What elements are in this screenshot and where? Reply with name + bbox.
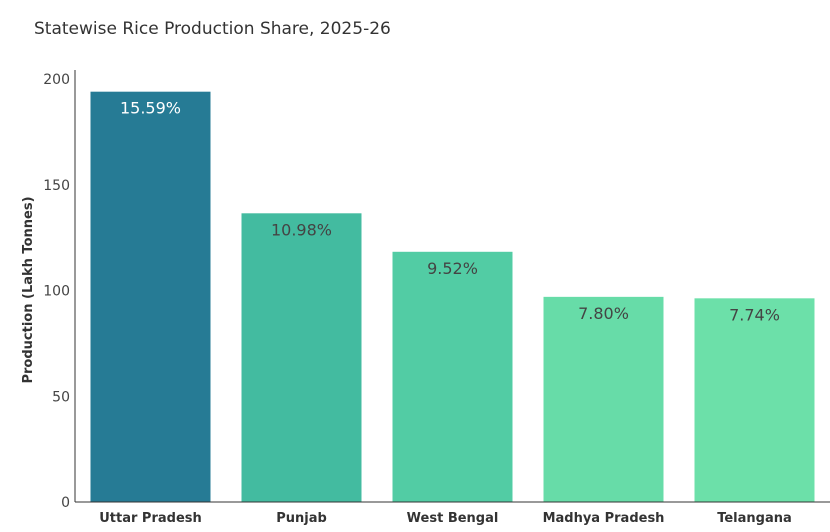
- data-label-1: 10.98%: [271, 220, 332, 239]
- bar-1: [241, 213, 362, 503]
- x-tick-label-0: Uttar Pradesh: [99, 511, 202, 526]
- bar-2: [392, 251, 513, 502]
- y-tick-label-1: 50: [52, 389, 70, 405]
- data-label-3: 7.80%: [578, 304, 629, 323]
- x-tick-label-2: West Bengal: [407, 511, 499, 526]
- data-label-2: 9.52%: [427, 259, 478, 278]
- y-tick-label-2: 100: [43, 284, 70, 300]
- bar-4: [694, 298, 815, 502]
- x-tick-label-1: Punjab: [276, 511, 327, 526]
- y-tick-label-3: 150: [43, 178, 70, 194]
- data-label-0: 15.59%: [120, 99, 181, 118]
- y-tick-label-0: 0: [61, 495, 70, 511]
- x-tick-label-4: Telangana: [717, 511, 792, 526]
- chart-title: Statewise Rice Production Share, 2025-26: [34, 19, 391, 39]
- bar-0: [90, 91, 211, 502]
- x-tick-label-3: Madhya Pradesh: [543, 511, 665, 526]
- data-label-4: 7.74%: [729, 305, 780, 324]
- y-tick-label-4: 200: [43, 72, 70, 88]
- bar-3: [543, 296, 664, 502]
- y-axis-label: Production (Lakh Tonnes): [21, 196, 36, 383]
